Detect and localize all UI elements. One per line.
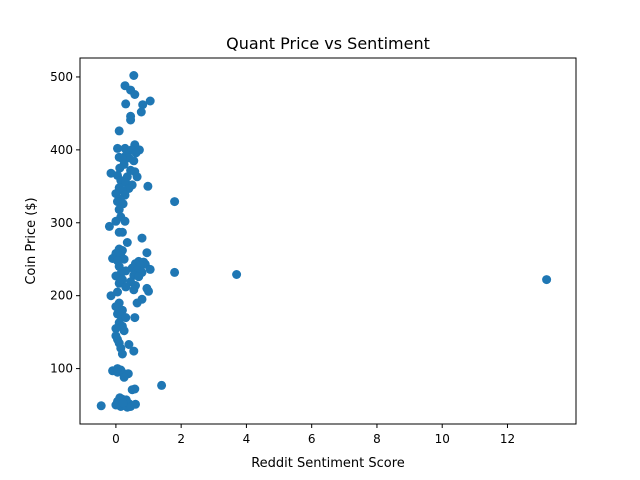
y-tick-label: 400 [50,143,73,157]
data-point-6 [138,100,148,110]
x-tick-label: 8 [373,432,381,446]
data-point-71 [170,267,180,277]
x-axis-label: Reddit Sentiment Score [251,456,405,471]
data-point-132 [131,399,140,409]
data-point-82 [129,285,139,295]
data-point-83 [144,286,153,296]
data-point-7 [136,107,146,117]
x-tick-label: 6 [308,432,316,446]
data-point-104 [129,346,139,356]
data-point-10 [114,126,124,136]
data-point-51 [122,238,132,247]
data-point-115 [130,384,140,394]
x-tick-label: 2 [177,432,185,446]
data-point-113 [157,380,167,390]
plot-frame [79,57,577,425]
data-point-118 [96,401,106,411]
data-point-23 [115,163,125,173]
data-point-85 [106,291,116,301]
data-point-57 [142,248,152,258]
data-point-112 [119,372,129,382]
data-points [96,71,552,412]
data-point-93 [121,313,131,323]
data-point-33 [143,181,153,191]
y-tick-label: 300 [50,216,73,230]
data-point-94 [130,313,140,323]
y-tick-label: 500 [50,70,73,84]
x-tick-label: 4 [243,432,251,446]
data-point-67 [145,264,155,274]
data-point-21 [129,156,139,166]
x-axis-ticks: 0 2 4 6 8 10 12 [112,424,515,446]
data-point-45 [111,216,121,226]
y-axis-label: Coin Price ($) [24,197,39,284]
data-point-116 [232,270,242,279]
data-point-5 [121,99,131,109]
data-point-49 [117,227,127,237]
y-tick-label: 100 [50,362,73,376]
data-point-46 [120,216,130,226]
data-point-12 [113,143,122,153]
data-point-102 [124,340,134,349]
data-point-0 [129,71,139,80]
data-point-117 [542,275,552,285]
y-axis-ticks: 100 200 300 400 500 [50,70,80,376]
chart-title: Quant Price vs Sentiment [226,34,430,53]
x-tick-label: 10 [435,432,450,446]
data-point-43 [170,197,180,207]
x-tick-label: 0 [112,432,120,446]
data-point-65 [114,262,124,271]
data-point-42 [114,205,124,215]
data-point-4 [145,96,155,106]
data-point-97 [111,324,121,333]
data-point-98 [119,326,129,336]
data-point-80 [121,282,131,292]
data-point-105 [117,349,127,359]
data-point-50 [137,233,147,243]
data-point-47 [104,221,114,231]
data-point-133 [118,398,128,408]
x-tick-label: 12 [500,432,515,446]
data-point-75 [134,272,144,282]
data-point-87 [132,298,142,308]
data-point-29 [132,172,142,182]
y-tick-label: 200 [50,289,73,303]
data-point-16 [131,148,141,158]
data-point-9 [126,115,136,125]
data-point-3 [130,90,140,99]
